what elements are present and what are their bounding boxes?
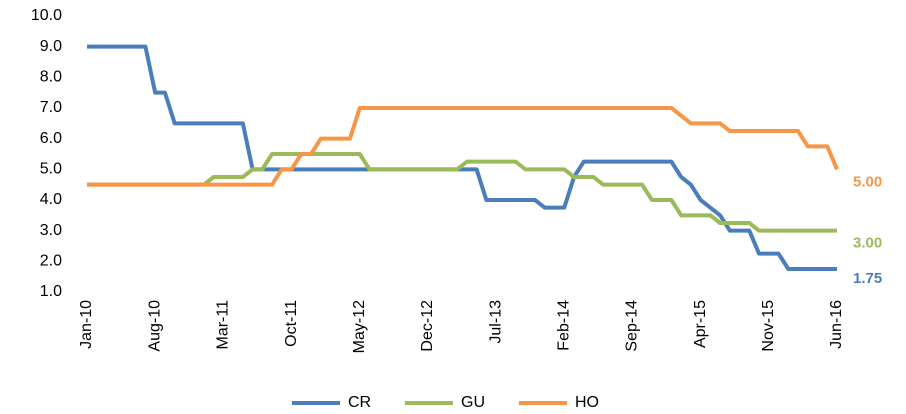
y-tick-label: 6.0 — [40, 130, 62, 147]
series-line — [87, 106, 839, 187]
x-tick-label: Aug-10 — [146, 300, 163, 352]
legend-label: GU — [461, 394, 485, 411]
y-tick-label: 4.0 — [40, 191, 62, 208]
x-tick-label: Feb-14 — [555, 300, 572, 351]
value-label: 3.00 — [853, 235, 882, 252]
value-label: 5.00 — [853, 173, 882, 190]
x-tick-label: Sep-14 — [624, 300, 641, 352]
x-tick-label: Dec-12 — [419, 300, 436, 352]
series-line — [87, 152, 837, 233]
y-tick-label: 2.0 — [40, 253, 62, 270]
y-tick-label: 3.0 — [40, 222, 62, 239]
value-label: 1.75 — [853, 270, 882, 287]
x-tick-label: Nov-15 — [760, 300, 777, 352]
series-line — [87, 44, 837, 271]
x-tick-label: Oct-11 — [283, 300, 300, 347]
x-tick-label: Mar-11 — [215, 300, 232, 350]
x-tick-label: Jan-10 — [78, 300, 95, 349]
y-tick-label: 7.0 — [40, 99, 62, 116]
x-tick-label: Apr-15 — [692, 300, 709, 348]
y-tick-label: 9.0 — [40, 38, 62, 55]
y-tick-label: 5.0 — [40, 161, 62, 178]
y-tick-label: 1.0 — [40, 283, 62, 300]
y-tick-label: 10.0 — [31, 7, 62, 24]
legend-label: CR — [348, 394, 371, 411]
y-tick-label: 8.0 — [40, 69, 62, 86]
x-tick-label: Jun-16 — [828, 300, 845, 349]
x-tick-label: Jul-13 — [487, 300, 504, 344]
legend-label: HO — [575, 394, 599, 411]
x-tick-label: May-12 — [351, 300, 368, 353]
